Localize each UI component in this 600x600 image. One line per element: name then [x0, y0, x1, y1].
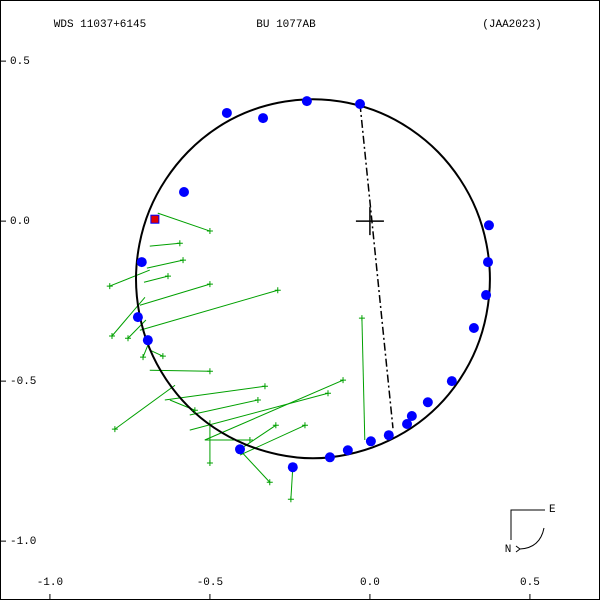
residual-line: [109, 269, 150, 287]
measurement-plus: [206, 460, 213, 467]
compass-north: N: [505, 544, 512, 556]
measurement-plus: [206, 368, 213, 375]
residual-line: [149, 369, 210, 372]
measurement-point: [383, 430, 394, 441]
measurement-plus: [206, 228, 213, 235]
measurement-plus: [254, 397, 261, 403]
measurement-plus: [176, 240, 183, 247]
measurement-point: [446, 376, 457, 387]
residual-line: [111, 296, 146, 337]
measurement-point: [422, 397, 433, 408]
y-tick-label: -1.0: [10, 536, 36, 548]
x-tick-label: -1.0: [37, 577, 63, 589]
residual-line: [142, 345, 149, 358]
measurement-point: [483, 257, 493, 268]
residual-line: [239, 424, 306, 456]
residual-line: [164, 385, 266, 401]
y-tick-label: -0.5: [10, 376, 36, 388]
measurement-point: [468, 323, 479, 333]
measurement-point: [365, 436, 376, 447]
measurement-plus: [111, 426, 118, 433]
measurement-point: [324, 452, 335, 463]
measurement-point: [287, 462, 298, 473]
residual-line: [239, 424, 277, 450]
residual-line: [361, 318, 366, 441]
measurement-plus: [340, 377, 347, 384]
measurement-plus: [125, 335, 131, 342]
measurement-plus: [140, 354, 147, 361]
residual-line: [204, 379, 344, 441]
chart-title: BU 1077AB: [256, 19, 316, 31]
measurement-plus: [246, 437, 253, 443]
compass-arms: [510, 509, 545, 540]
measurement-point: [406, 411, 417, 421]
residual-line: [157, 212, 211, 232]
residual-line: [127, 319, 147, 339]
measurement-point: [301, 96, 312, 107]
residual-line: [189, 399, 259, 416]
y-tick-label: 0.0: [10, 216, 30, 228]
residual-line: [114, 384, 176, 430]
residual-line: [149, 349, 164, 357]
x-tick-label: 0.0: [360, 577, 380, 589]
measurement-plus: [274, 287, 281, 294]
measurement-point: [142, 335, 153, 346]
residual-line: [149, 242, 180, 247]
measurement-plus: [301, 422, 308, 429]
residual-line: [139, 289, 278, 331]
chart-subtitle: WDS 11037+6145: [54, 19, 146, 31]
orbit: [134, 98, 491, 460]
measurement-point: [483, 220, 494, 231]
measurement-plus: [325, 390, 331, 397]
measurement-plus: [287, 496, 294, 503]
residual-line: [290, 467, 294, 500]
compass-arrowhead: [515, 545, 521, 553]
measurement-plus: [191, 407, 198, 414]
reference: (JAA2023): [482, 19, 541, 31]
residual-line: [189, 392, 329, 431]
residual-line: [139, 283, 211, 306]
measurement-plus: [261, 383, 268, 390]
measurement-plus: [159, 353, 166, 360]
measurement-point: [221, 107, 232, 118]
measurement-point: [179, 187, 189, 197]
measurement-point: [355, 99, 365, 109]
measurement-plus: [266, 479, 273, 486]
measurement-point: [402, 419, 413, 429]
residual-line: [146, 259, 184, 269]
line-of-nodes: [359, 103, 394, 429]
measurement-plus: [206, 281, 213, 288]
measurement-plus: [180, 257, 187, 264]
measurement-point: [342, 445, 353, 456]
measurement-square: [150, 214, 160, 224]
compass-east: E: [549, 504, 556, 516]
x-tick-label: 0.5: [520, 577, 540, 589]
y-tick-label: 0.5: [10, 56, 30, 68]
measurement-point: [235, 444, 245, 455]
compass: [510, 509, 545, 553]
residual-line: [143, 275, 169, 283]
measurement-point: [132, 312, 143, 323]
measurement-point: [136, 257, 147, 268]
measurement-point: [481, 290, 492, 301]
measurement-plus: [109, 333, 115, 339]
measurement-plus: [165, 273, 171, 280]
compass-arrow: [519, 527, 545, 550]
x-tick-label: -0.5: [197, 577, 223, 589]
measurement-plus: [272, 422, 279, 429]
residual-line: [239, 449, 271, 483]
measurement-plus: [358, 315, 365, 322]
measurement-point: [258, 113, 269, 124]
measurement-plus: [106, 283, 113, 290]
